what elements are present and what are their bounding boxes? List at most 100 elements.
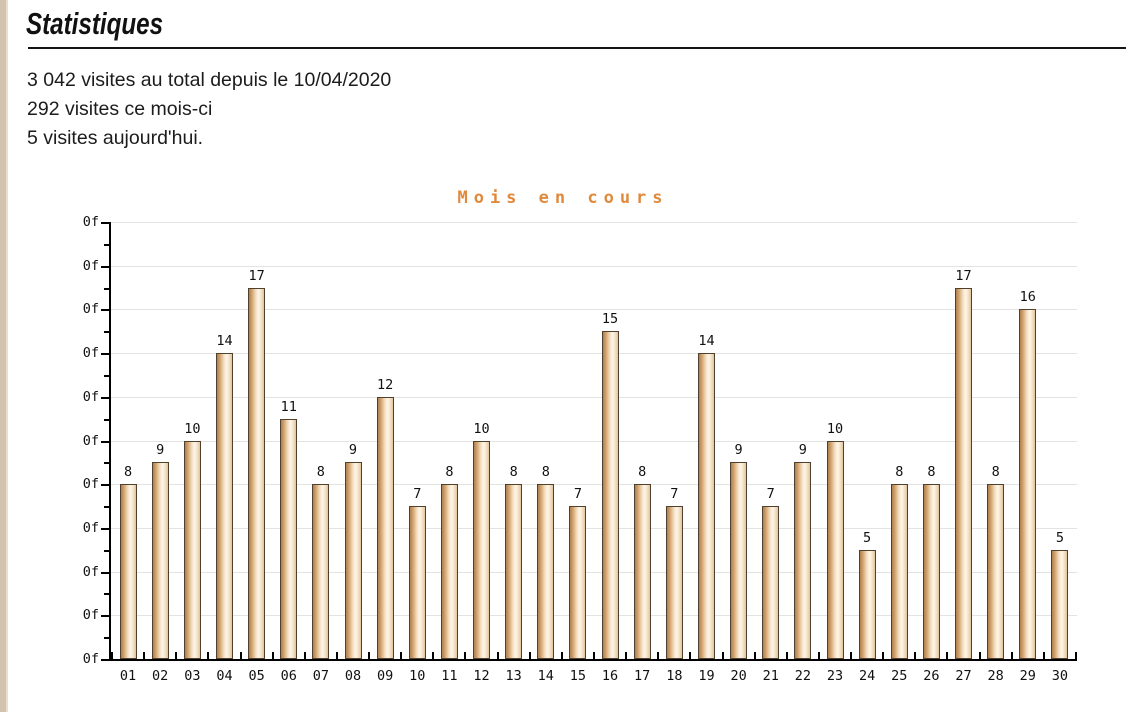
x-axis-tick <box>335 652 338 659</box>
x-axis-label: 05 <box>248 668 265 684</box>
y-axis-label: 0f <box>82 214 99 230</box>
y-axis-tick <box>101 309 109 312</box>
bar-value-label: 8 <box>895 464 904 481</box>
bar-value-label: 14 <box>698 333 715 350</box>
x-axis-tick <box>1010 652 1013 659</box>
y-axis-label: 0f <box>82 476 99 493</box>
bar-value-label: 8 <box>123 464 133 481</box>
bar-day-03 <box>183 440 201 659</box>
bar-day-21 <box>762 506 780 659</box>
y-axis-tick <box>104 593 109 596</box>
stat-month-visits: 292 visites ce mois-ci <box>27 98 213 120</box>
y-axis-label: 0f <box>82 651 99 667</box>
bar-day-05 <box>248 287 266 659</box>
x-axis-tick <box>625 652 628 659</box>
bar-value-label: 8 <box>316 464 325 481</box>
x-axis-tick <box>207 652 210 659</box>
x-axis-tick <box>593 652 595 659</box>
bar-value-label: 10 <box>473 420 490 437</box>
bar-day-30 <box>1051 549 1069 659</box>
bar-day-10 <box>408 506 426 659</box>
y-axis-label: 0f <box>82 257 99 274</box>
x-axis-label: 18 <box>666 668 683 684</box>
x-axis-label: 24 <box>858 668 876 684</box>
x-axis-label: 29 <box>1019 668 1036 684</box>
y-axis-tick <box>101 527 109 530</box>
y-axis-tick <box>101 615 109 618</box>
bar-value-label: 8 <box>541 464 550 481</box>
x-axis-tick <box>689 652 692 659</box>
page-title: Statistiques <box>26 6 164 41</box>
x-axis-label: 16 <box>601 668 619 684</box>
y-axis-label: 0f <box>82 432 99 449</box>
bar-day-23 <box>826 440 844 659</box>
bar-value-label: 9 <box>156 442 165 459</box>
y-axis-tick <box>101 571 109 574</box>
bar-day-09 <box>376 396 394 659</box>
gridline <box>111 265 1077 267</box>
x-axis-tick <box>914 652 917 659</box>
y-axis-tick <box>101 484 109 487</box>
y-axis-tick <box>104 287 109 290</box>
bar-day-04 <box>215 353 233 659</box>
chart-title: Mois en cours <box>457 188 669 208</box>
x-axis-label: 09 <box>376 668 394 684</box>
bar-value-label: 5 <box>1055 529 1064 546</box>
bar-day-19 <box>697 353 715 659</box>
bar-day-14 <box>537 484 555 659</box>
y-axis-tick <box>104 418 109 421</box>
bar-value-label: 10 <box>184 420 201 437</box>
x-axis-tick <box>143 652 146 659</box>
x-axis-tick <box>271 652 274 659</box>
y-axis-label: 0f <box>82 388 99 405</box>
y-axis-label: 0f <box>82 301 99 318</box>
bar-value-label: 7 <box>413 486 422 503</box>
x-axis-tick <box>721 652 724 659</box>
bar-day-25 <box>890 484 908 659</box>
title-divider <box>28 47 1126 49</box>
x-axis-label: 04 <box>216 668 233 684</box>
bar-day-06 <box>280 418 298 659</box>
bar-day-18 <box>665 506 683 659</box>
x-axis-tick <box>785 652 788 659</box>
y-axis-tick <box>101 353 109 356</box>
x-axis-tick <box>560 652 563 659</box>
x-axis-label: 25 <box>891 668 908 684</box>
x-axis-label: 26 <box>923 668 940 684</box>
y-axis-tick <box>104 374 109 377</box>
bar-day-08 <box>344 462 362 659</box>
x-axis-label: 02 <box>152 668 169 684</box>
x-axis-label: 30 <box>1051 668 1069 684</box>
bar-day-13 <box>505 484 523 659</box>
bar-value-label: 11 <box>280 398 297 415</box>
x-axis-label: 23 <box>826 668 844 684</box>
x-axis-tick <box>1042 652 1045 659</box>
x-axis-tick <box>175 652 178 659</box>
x-axis-tick <box>464 652 467 659</box>
x-axis-label: 20 <box>730 668 747 684</box>
x-axis-tick <box>528 652 531 659</box>
bar-value-label: 9 <box>348 442 358 459</box>
x-axis-label: 17 <box>634 668 651 684</box>
x-axis-tick <box>946 652 949 659</box>
y-axis-tick <box>104 462 109 465</box>
bar-day-17 <box>633 484 651 659</box>
y-axis-line <box>109 222 111 661</box>
bar-day-01 <box>119 484 137 659</box>
y-axis-tick <box>104 637 109 640</box>
stat-total-visits: 3 042 visites au total depuis le 10/04/2… <box>27 69 392 91</box>
bar-day-28 <box>987 484 1005 659</box>
x-axis-label: 07 <box>312 668 329 684</box>
y-axis-tick <box>104 549 109 552</box>
y-axis-tick <box>101 396 109 399</box>
gridline <box>111 484 1077 486</box>
x-axis-label: 01 <box>119 668 137 684</box>
bar-value-label: 8 <box>638 464 647 481</box>
x-axis-label: 10 <box>409 668 426 684</box>
gridline <box>111 309 1077 311</box>
x-axis-tick <box>496 652 499 659</box>
bar-value-label: 8 <box>445 464 454 481</box>
bar-day-12 <box>473 440 491 659</box>
x-axis-tick <box>400 652 403 659</box>
gridline <box>111 396 1077 398</box>
